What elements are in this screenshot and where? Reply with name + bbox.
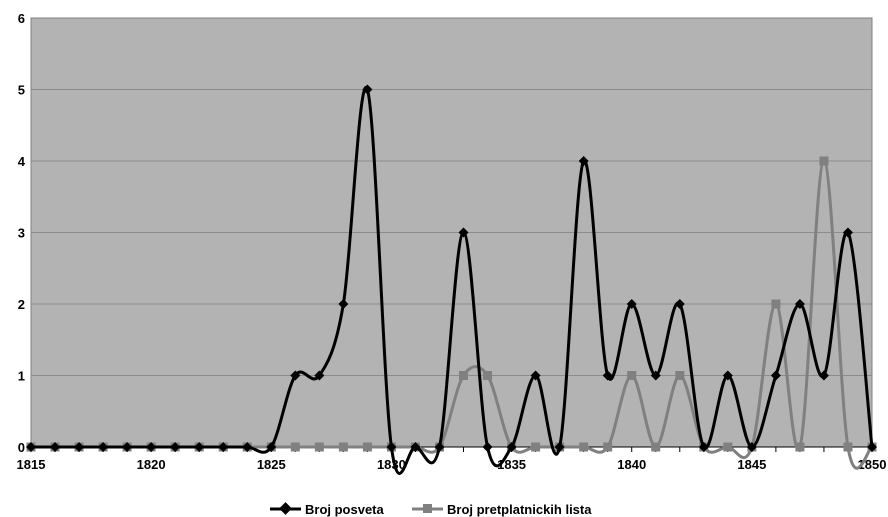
point-series-1-1830 (386, 442, 397, 452)
point-series-1-1817 (74, 442, 85, 452)
legend-label-series-2: Broj pretplatnickih lista (447, 502, 592, 517)
point-series-1-1822 (194, 442, 205, 452)
y-tick-label-5: 5 (18, 83, 25, 98)
point-series-1-1819 (122, 442, 133, 452)
point-series-1-1820 (146, 442, 157, 452)
y-tick-label-3: 3 (18, 226, 25, 241)
point-series-2-1827 (314, 442, 324, 452)
point-series-2-1836 (531, 442, 541, 452)
point-series-2-1828 (338, 442, 348, 452)
point-series-2-1826 (290, 442, 300, 452)
point-series-1-1818 (98, 442, 109, 452)
point-series-1-1838 (578, 156, 589, 166)
point-series-1-1845 (746, 442, 757, 452)
point-series-2-1847 (795, 442, 805, 452)
point-series-1-1837 (554, 442, 565, 452)
point-series-1-1832 (434, 442, 445, 452)
point-series-1-1842 (674, 299, 685, 309)
point-series-1-1847 (794, 299, 805, 309)
point-series-2-1848 (819, 156, 829, 166)
point-series-1-1844 (722, 370, 733, 381)
legend-label-series-1: Broj posveta (305, 502, 385, 517)
point-series-1-1836 (530, 370, 541, 381)
point-series-1-1823 (218, 442, 229, 452)
y-tick-label-1: 1 (18, 369, 25, 384)
point-series-2-1838 (579, 442, 589, 452)
y-tick-label-0: 0 (18, 440, 25, 455)
series-layer (26, 84, 877, 475)
point-series-2-1844 (723, 442, 733, 452)
legend-marker-series-1 (279, 502, 292, 515)
point-series-2-1834 (483, 371, 493, 380)
point-series-2-1849 (843, 442, 853, 452)
point-series-1-1827 (314, 370, 325, 381)
y-tick-label-4: 4 (18, 154, 26, 169)
point-series-1-1849 (842, 227, 853, 238)
series-line-1 (31, 85, 874, 475)
point-series-1-1834 (482, 442, 493, 452)
point-series-2-1833 (459, 371, 469, 380)
point-series-2-1842 (675, 371, 685, 380)
point-series-1-1825 (266, 442, 277, 452)
point-series-1-1833 (458, 227, 469, 238)
point-series-1-1829 (362, 84, 373, 95)
point-series-1-1843 (698, 442, 709, 452)
point-series-1-1835 (506, 442, 517, 452)
x-tick-label-1820: 1820 (137, 457, 166, 472)
legend-marker-series-2 (423, 504, 432, 513)
legend: Broj posveta Broj pretplatnickih lista (270, 502, 592, 517)
point-series-2-1829 (362, 442, 372, 452)
point-series-1-1846 (770, 370, 781, 381)
point-series-1-1841 (650, 370, 661, 381)
y-tick-label-6: 6 (18, 11, 25, 26)
point-series-1-1839 (602, 370, 613, 381)
x-tick-label-1840: 1840 (617, 457, 646, 472)
point-series-1-1848 (818, 370, 829, 381)
point-series-1-1815 (26, 442, 36, 452)
point-series-2-1841 (651, 442, 661, 452)
point-series-1-1828 (338, 299, 349, 309)
x-tick-label-1825: 1825 (257, 457, 286, 472)
x-tick-label-1845: 1845 (737, 457, 766, 472)
point-series-1-1826 (290, 370, 301, 381)
point-series-2-1839 (603, 442, 613, 452)
x-tick-label-1815: 1815 (17, 457, 46, 472)
point-series-2-1846 (771, 299, 781, 309)
point-series-1-1816 (50, 442, 61, 452)
point-series-1-1821 (170, 442, 181, 452)
y-tick-label-2: 2 (18, 297, 25, 312)
point-series-1-1850 (867, 442, 877, 452)
point-series-1-1831 (410, 442, 421, 452)
point-series-1-1824 (242, 442, 253, 452)
point-series-1-1840 (626, 299, 637, 309)
point-series-2-1840 (627, 371, 637, 380)
x-tick-label-1830: 1830 (377, 457, 406, 472)
